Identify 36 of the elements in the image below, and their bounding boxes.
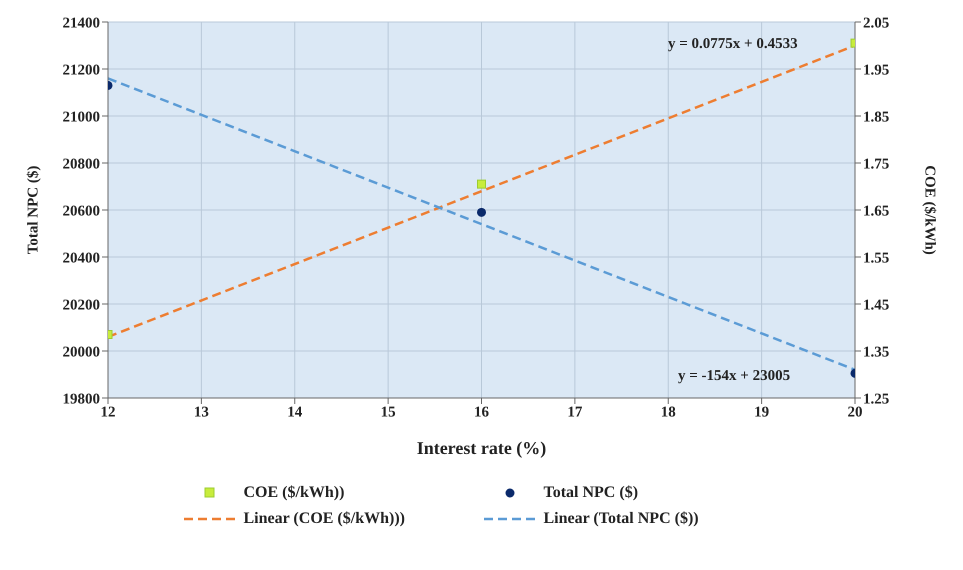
legend-label: Linear (Total NPC ($)) <box>544 510 699 528</box>
annotation: y = 0.0775x + 0.4533 <box>668 36 798 53</box>
x-tick-label: 16 <box>474 404 490 421</box>
x-tick-label: 18 <box>660 404 676 421</box>
y2-tick-label: 1.65 <box>863 203 890 220</box>
x-tick-label: 13 <box>194 404 209 421</box>
y2-tick-label: 1.85 <box>863 109 890 126</box>
y-tick-label: 21400 <box>62 15 100 32</box>
y-tick-label: 20800 <box>62 156 100 172</box>
y2-tick-label: 1.55 <box>863 250 890 266</box>
y-tick-label: 20000 <box>62 344 100 360</box>
y2-tick-label: 2.05 <box>863 15 890 32</box>
y-tick-label: 19800 <box>62 391 100 408</box>
y-tick-label: 20600 <box>62 203 100 220</box>
x-axis-title: Interest rate (%) <box>416 438 546 458</box>
x-tick-label: 14 <box>287 404 303 421</box>
y2-tick-label: 1.75 <box>863 156 890 172</box>
y2-tick-label: 1.25 <box>863 391 890 408</box>
legend-label: Total NPC ($) <box>544 484 638 502</box>
y2-axis-title: COE ($/kWh) <box>922 165 938 255</box>
y-tick-label: 21000 <box>62 109 100 126</box>
y-tick-label: 20400 <box>62 250 100 266</box>
y-axis-title: Total NPC ($) <box>25 166 42 254</box>
x-tick-label: 19 <box>754 404 770 421</box>
y2-tick-label: 1.45 <box>863 297 890 314</box>
x-tick-label: 20 <box>848 404 862 421</box>
x-tick-label: 17 <box>567 404 583 421</box>
x-tick-label: 15 <box>380 404 396 421</box>
annotation: y = -154x + 23005 <box>678 368 790 385</box>
legend-label: COE ($/kWh)) <box>244 484 344 502</box>
x-tick-label: 12 <box>100 404 116 421</box>
legend-label: Linear (COE ($/kWh))) <box>244 510 405 528</box>
y-tick-label: 20200 <box>62 297 100 314</box>
y2-tick-label: 1.95 <box>863 62 890 78</box>
y-tick-label: 21200 <box>62 62 100 78</box>
y2-tick-label: 1.35 <box>863 344 890 360</box>
